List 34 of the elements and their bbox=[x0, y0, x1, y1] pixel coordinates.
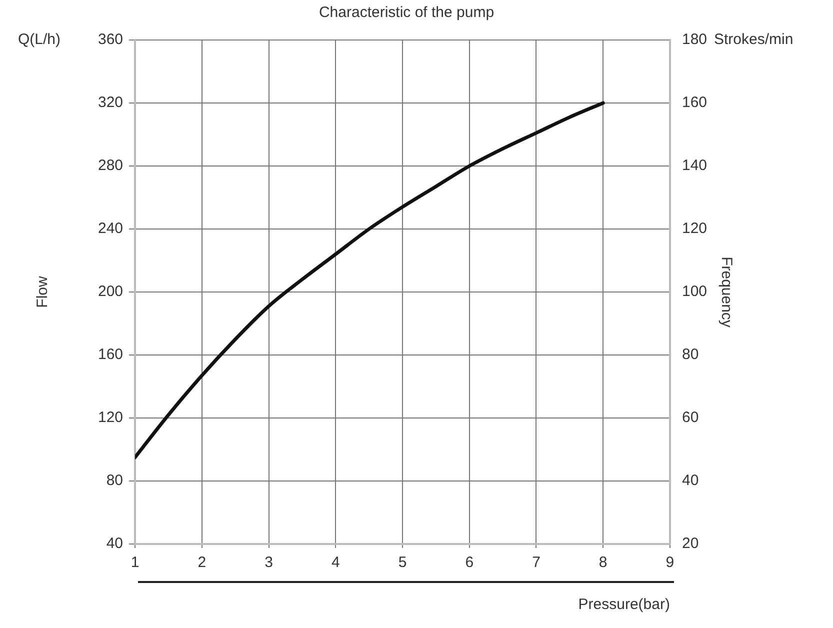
x-axis-title: Pressure(bar) bbox=[578, 596, 670, 614]
y-tick-label: 360 bbox=[98, 31, 124, 48]
y2-tick-label: 180 bbox=[682, 31, 708, 48]
y2-tick-label: 20 bbox=[682, 535, 699, 552]
y-tick-label: 120 bbox=[98, 409, 124, 426]
x-tick-label: 7 bbox=[532, 554, 540, 572]
x-tick-label: 5 bbox=[398, 554, 407, 572]
x-tick-label: 2 bbox=[198, 554, 206, 572]
y2-tick-label: 120 bbox=[682, 220, 708, 238]
x-tick-label: 1 bbox=[130, 554, 140, 572]
y-tick-label: 320 bbox=[98, 94, 124, 112]
y2-tick-label: 160 bbox=[682, 94, 708, 112]
x-tick-label: 3 bbox=[264, 554, 273, 572]
text: Strokes/min bbox=[714, 31, 794, 48]
x-tick-label: 4 bbox=[331, 554, 340, 572]
y-tick-label: 40 bbox=[106, 535, 124, 552]
y-tick-label: 240 bbox=[98, 220, 124, 238]
y2-tick-label: 140 bbox=[682, 157, 708, 174]
y2-tick-label: 40 bbox=[682, 472, 699, 490]
y2-tick-label: 80 bbox=[682, 346, 699, 364]
x-tick-label: 9 bbox=[666, 554, 674, 572]
y-tick-label: 80 bbox=[106, 472, 124, 490]
x-tick-label: 6 bbox=[465, 554, 474, 572]
x-tick-label: 8 bbox=[598, 554, 608, 572]
y-tick-label: 200 bbox=[98, 283, 124, 300]
y2-axis-title: Frequency bbox=[718, 256, 735, 328]
y-axis-title: Flow bbox=[34, 276, 52, 308]
y2-tick-label: 100 bbox=[682, 283, 708, 300]
line-series bbox=[135, 101, 605, 460]
chart-title: Characteristic of the pump bbox=[318, 4, 494, 22]
y2-tick-label: 60 bbox=[682, 409, 699, 426]
y-tick-label: 280 bbox=[98, 157, 124, 174]
y-tick-label: 160 bbox=[98, 346, 124, 364]
text: Q(L/h) bbox=[18, 31, 61, 48]
